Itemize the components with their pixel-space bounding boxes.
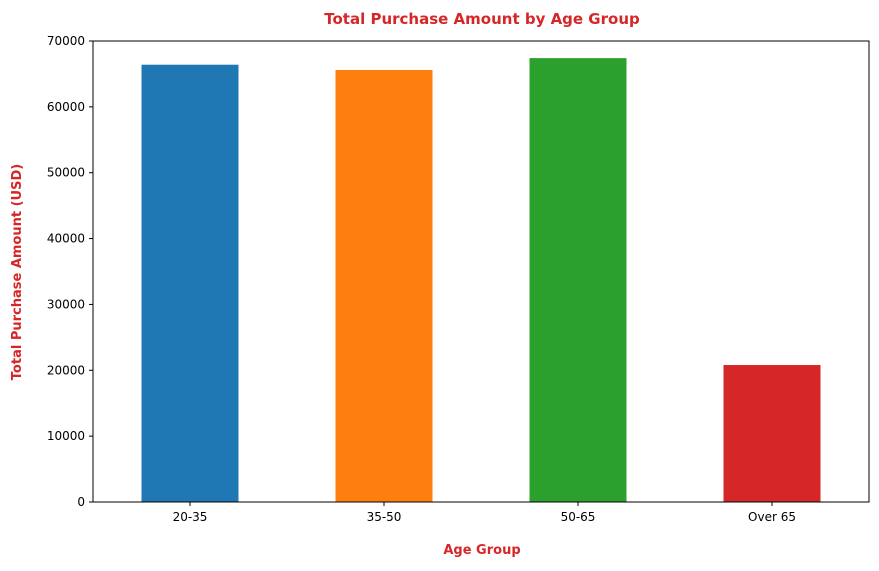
plot-area: 20-35 35-50 50-65 Over 65 0 10000 20000 30000 40… — [47, 34, 870, 524]
x-axis-label: Age Group — [443, 543, 520, 558]
y-tick-label: 50000 — [47, 166, 85, 180]
x-tick-label: 50-65 — [561, 510, 596, 524]
y-tick-label: 40000 — [47, 232, 85, 246]
y-tick-label: 10000 — [47, 429, 85, 443]
bar — [335, 69, 433, 502]
x-tick-label: Over 65 — [748, 510, 796, 524]
y-tick-label: 70000 — [47, 34, 85, 48]
y-tick-label: 0 — [77, 495, 85, 509]
bar — [529, 58, 627, 502]
y-axis-label: Total Purchase Amount (USD) — [10, 164, 25, 380]
bar — [141, 64, 239, 503]
x-tick-label: 20-35 — [173, 510, 208, 524]
y-tick-label: 30000 — [47, 297, 85, 311]
y-tick-label: 20000 — [47, 363, 85, 377]
x-tick-label: 35-50 — [367, 510, 402, 524]
chart-title: Total Purchase Amount by Age Group — [324, 10, 640, 28]
bar — [723, 365, 821, 502]
y-tick-label: 60000 — [47, 100, 85, 114]
plot-frame — [92, 40, 870, 503]
